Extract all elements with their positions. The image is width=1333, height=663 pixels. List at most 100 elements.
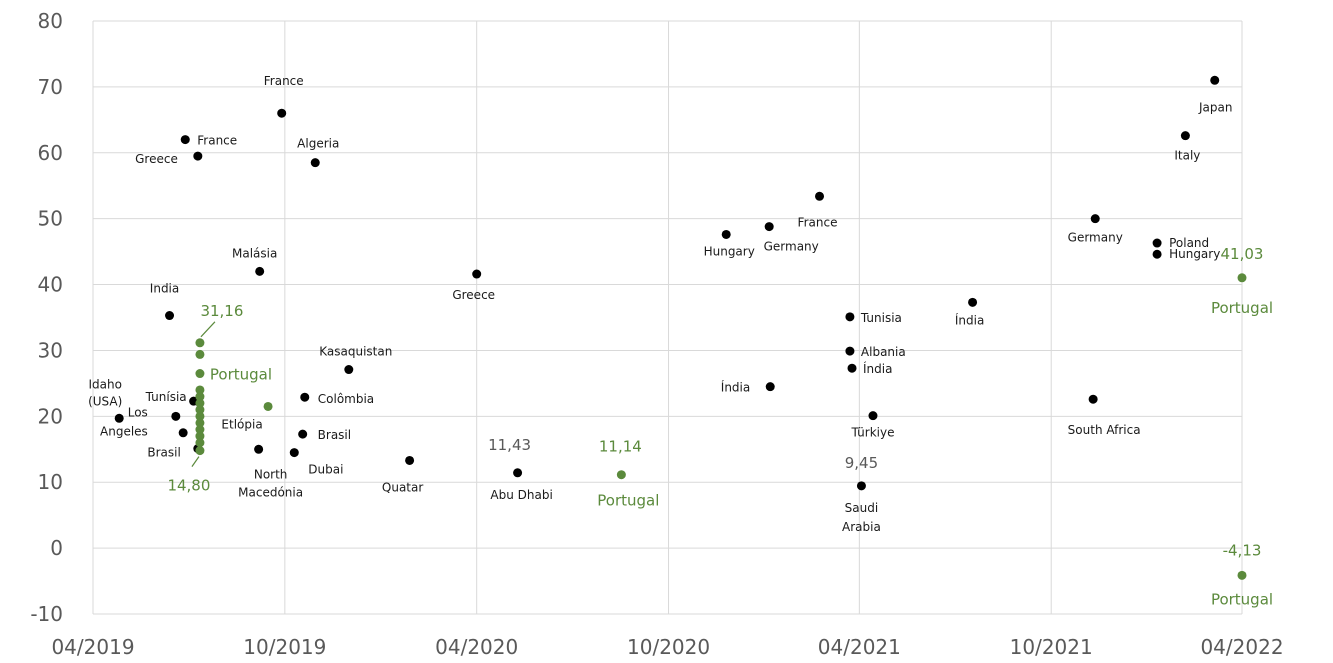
data-point-highlight [195,369,205,379]
data-point [289,448,299,458]
data-point-highlight [195,385,205,395]
data-point-highlight [195,431,205,441]
data-point [765,382,775,392]
data-point [1152,238,1162,248]
data-point [968,297,978,307]
point-label: France [798,215,838,229]
data-point [868,411,878,421]
data-point-highlight [1237,273,1247,283]
x-tick-label: 04/2021 [818,635,901,659]
data-point [300,392,310,402]
data-point-highlight [1237,570,1247,580]
point-label: 11,43 [488,436,531,454]
data-point-highlight [195,446,205,456]
data-point-highlight [195,338,205,348]
annotation-label: Portugal [1211,590,1273,608]
point-label: Türkiye [850,426,894,440]
point-label: Quatar [382,480,423,494]
data-point [193,151,203,161]
data-point [114,413,124,423]
point-label: 41,03 [1221,245,1264,263]
x-tick-label: 04/2020 [435,635,518,659]
point-label: Brasil [147,446,180,460]
data-point [845,346,855,356]
data-point [513,468,523,478]
data-point [721,229,731,239]
point-label: Portugal [210,366,272,384]
point-labels: Idaho (USA) India Los Angeles France Greece Tun… [88,74,1263,559]
data-point-highlight [263,401,273,411]
x-tick-label: 04/2019 [51,635,134,659]
point-label: Tunisia [860,311,902,325]
point-label: Tunísia [145,390,187,404]
x-tick-label: 10/2019 [243,635,326,659]
data-point [405,455,415,465]
point-label: Índia [863,361,892,376]
data-point [1152,249,1162,259]
point-label: Kasaquistan [319,345,392,359]
point-label: Índia [955,312,984,327]
data-point [255,266,265,276]
y-tick-label: 0 [50,536,63,560]
y-tick-label: 70 [38,75,63,99]
point-label: Greece [135,152,178,166]
y-tick-label: 20 [38,404,63,428]
x-tick-label: 10/2021 [1010,635,1093,659]
point-label: Italy [1174,149,1200,163]
y-tick-label: 50 [38,207,63,231]
annotation-label: Portugal [597,492,659,510]
annotation-label: Abu Dhabi [490,488,552,502]
point-label: Etlópia [221,417,262,431]
point-label: Hungary [1169,247,1220,261]
point-label: France [197,134,237,148]
data-point [847,363,857,373]
data-point [1210,75,1220,85]
data-point [764,222,774,232]
annotations: Abu Dhabi Portugal Saudi Arabia Portugal Port… [490,299,1273,609]
point-label: 31,16 [200,302,243,320]
data-point [1090,214,1100,224]
data-point [856,481,866,491]
y-tick-label: 40 [38,273,63,297]
data-point [165,311,175,321]
point-label: Albania [861,345,906,359]
data-point [344,365,354,375]
annotation-label: Portugal [1211,299,1273,317]
data-point-highlight [195,392,205,402]
point-label: Germany [1068,231,1123,245]
y-tick-label: 30 [38,338,63,362]
point-label: Hungary [704,244,755,258]
point-label: South Africa [1068,423,1141,437]
point-label: Brasil [318,428,351,442]
point-label: Japan [1198,100,1232,114]
leader-line [200,321,216,338]
point-label: Idaho (USA) [88,377,122,408]
point-label: Germany [764,240,819,254]
data-point-highlight [195,418,205,428]
point-label: Índia [721,380,750,395]
data-point-highlight [195,405,205,415]
data-point [845,312,855,322]
data-point [1180,131,1190,141]
data-point [310,158,320,168]
y-tick-label: -10 [30,602,63,626]
data-point [277,108,287,118]
gridlines [92,20,1243,615]
data-point [298,429,308,439]
point-label: Los Angeles [100,405,148,438]
point-label: 14,80 [167,477,210,495]
y-tick-label: 10 [38,470,63,494]
data-point [472,269,482,279]
point-label: Poland [1169,236,1209,250]
y-tick-label: 60 [38,141,63,165]
data-point [178,428,188,438]
leader-line [191,456,200,467]
data-point-highlight [195,349,205,359]
point-label: Malásia [232,246,277,260]
point-label: -4,13 [1223,541,1262,559]
data-point-highlight [195,425,205,435]
data-point-highlight [195,398,205,408]
point-label: France [264,74,304,88]
x-tick-label: 10/2020 [627,635,710,659]
